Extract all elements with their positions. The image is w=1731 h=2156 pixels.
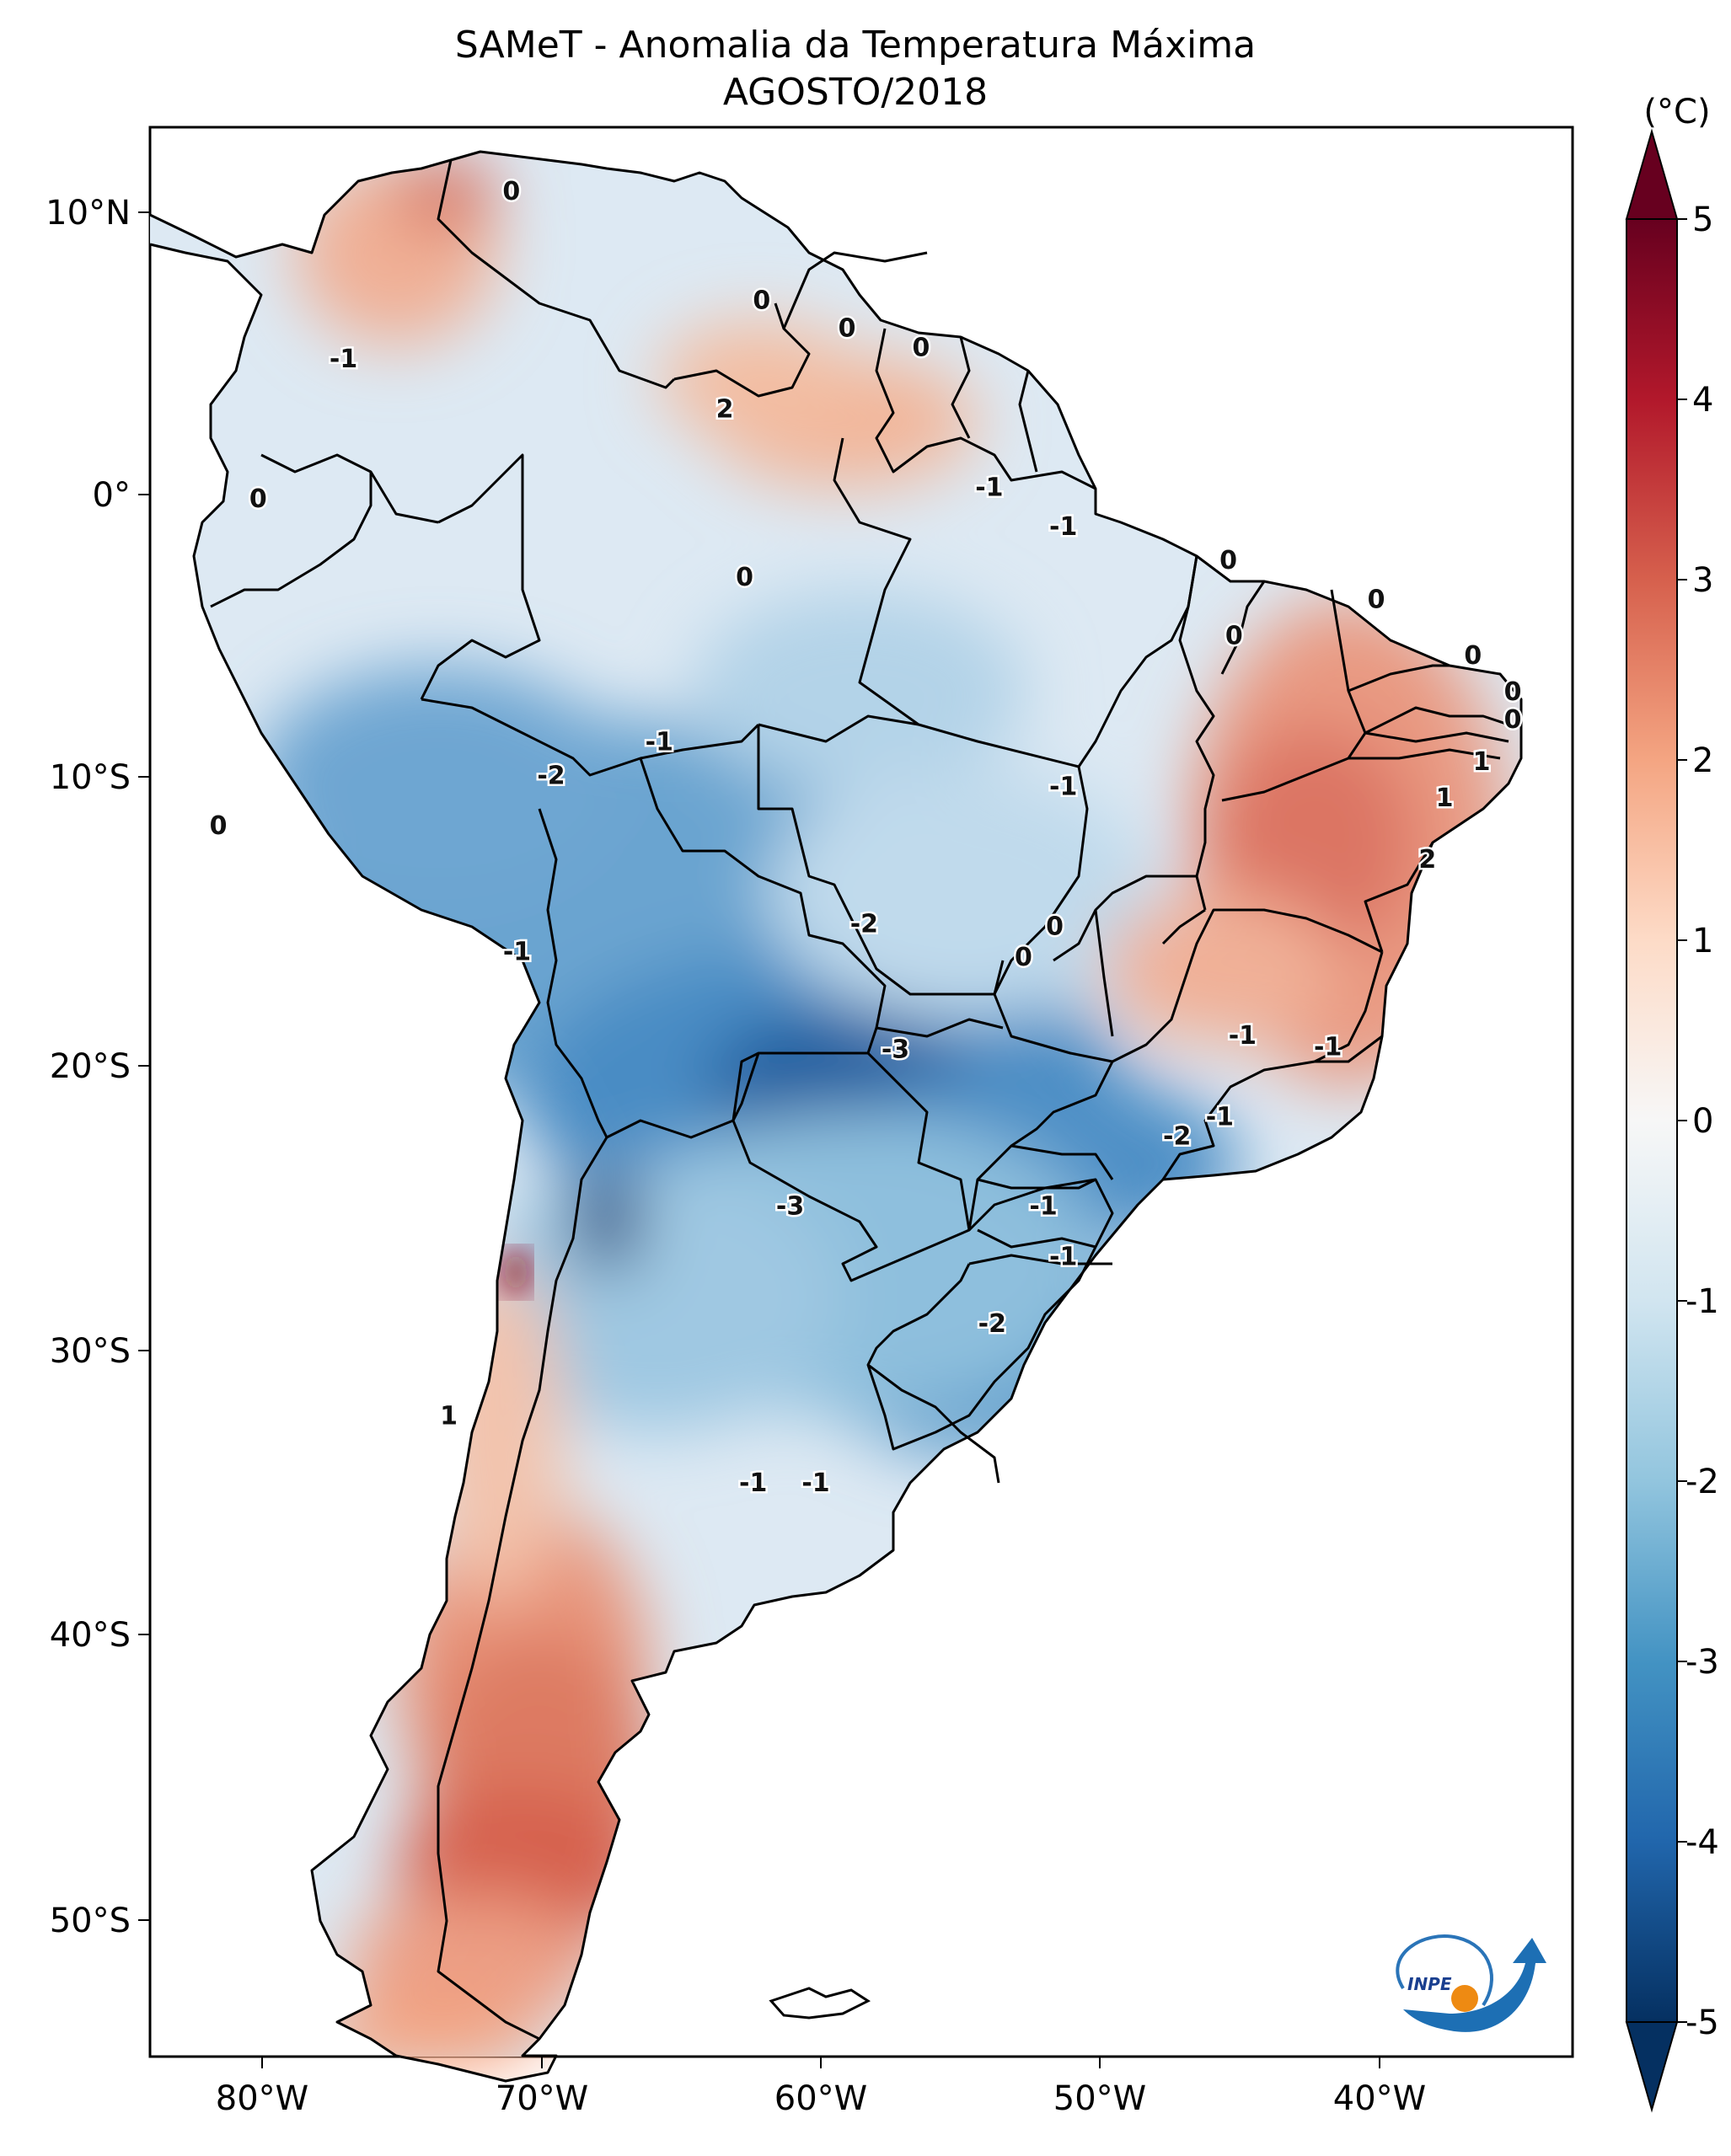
contour-label: -1	[975, 473, 1003, 503]
colorbar-tick-label: -4	[1685, 1823, 1719, 1862]
colorbar-unit: (°C)	[1643, 93, 1710, 131]
contour-label: 1	[1473, 747, 1491, 777]
colorbar-tick-label: 4	[1692, 381, 1713, 420]
colorbar-tick-label: -3	[1685, 1643, 1719, 1682]
contour-label: -1	[1049, 512, 1077, 542]
contour-label: -1	[330, 345, 357, 374]
x-tick-label: 40°W	[1333, 2079, 1426, 2118]
inpe-logo: INPE	[1396, 1934, 1546, 2032]
contour-label: 1	[1436, 784, 1454, 813]
falkland-islands-outline	[769, 1987, 871, 2020]
contour-label: -2	[537, 762, 565, 791]
contour-label: 0	[1504, 677, 1522, 707]
contour-label: 0	[1504, 705, 1522, 735]
contour-label: -1	[1314, 1032, 1342, 1062]
contour-label: 1	[440, 1402, 458, 1431]
contour-label: 0	[210, 811, 228, 841]
contour-label: 0	[753, 286, 770, 315]
x-tick-label: 80°W	[216, 2079, 308, 2118]
political-borders	[210, 159, 1509, 2041]
contour-label: 0	[1368, 585, 1385, 614]
contour-label: -1	[739, 1469, 767, 1498]
y-axis	[138, 211, 150, 1921]
contour-label: -2	[850, 909, 878, 939]
contour-label: -3	[776, 1192, 804, 1222]
y-tick-label: 10°S	[50, 758, 131, 797]
colorbar-tick-label: 5	[1692, 201, 1713, 239]
contour-label: 0	[912, 334, 930, 363]
y-tick-label: 10°N	[46, 194, 131, 233]
contour-label: -1	[646, 728, 673, 757]
map-title-line2: AGOSTO/2018	[723, 71, 988, 114]
colorbar-tick-label: 3	[1692, 561, 1713, 600]
contour-label: 2	[716, 395, 734, 425]
contour-label: -3	[882, 1035, 909, 1065]
x-tick-label: 60°W	[774, 2079, 867, 2118]
contour-label: 0	[1225, 622, 1243, 651]
contour-label: 0	[1015, 943, 1032, 972]
colorbar-tick-label: 2	[1692, 741, 1713, 780]
colorbar-tick-label: 1	[1692, 922, 1713, 960]
y-tick-label: 20°S	[50, 1047, 131, 1086]
y-tick-label: 30°S	[50, 1332, 131, 1371]
contour-label: -1	[1049, 773, 1077, 802]
contour-label: 0	[1464, 641, 1482, 671]
contour-label: 0	[736, 563, 753, 592]
contour-label: -2	[1163, 1122, 1191, 1152]
contour-label: 0	[1219, 546, 1237, 575]
contour-label: -1	[801, 1469, 829, 1498]
contour-label: -1	[503, 938, 531, 967]
contour-label: 0	[1046, 912, 1064, 942]
contour-label: 0	[249, 484, 267, 514]
y-tick-label: 50°S	[50, 1902, 131, 1940]
colorbar-tick-label: -2	[1685, 1463, 1719, 1501]
colorbar: (°C) 5 4 3 2 1 0 -1 -2 -3 -4 -5	[1625, 93, 1719, 2113]
x-axis	[261, 2057, 1380, 2068]
continent-outline	[149, 150, 1523, 2083]
contour-label: -1	[1206, 1102, 1234, 1131]
colorbar-tick-label: 0	[1692, 1102, 1713, 1141]
contour-label: -2	[978, 1309, 1006, 1339]
contour-label: 0	[502, 177, 520, 206]
y-tick-label: 40°S	[50, 1616, 131, 1655]
x-tick-label: 70°W	[496, 2079, 588, 2118]
map-title-line1: SAMeT - Anomalia da Temperatura Máxima	[455, 24, 1256, 67]
contour-label: 0	[839, 314, 856, 344]
inpe-logo-text: INPE	[1407, 1974, 1452, 1994]
contour-label: -1	[1029, 1192, 1057, 1222]
contour-label: -1	[1049, 1242, 1077, 1271]
y-tick-label: 0°	[93, 476, 131, 515]
x-tick-label: 50°W	[1053, 2079, 1146, 2118]
colorbar-tick-label: -5	[1685, 2004, 1719, 2042]
contour-label: 2	[1418, 845, 1436, 875]
contour-label: -1	[1229, 1021, 1257, 1051]
colorbar-tick-label: -1	[1685, 1282, 1719, 1321]
